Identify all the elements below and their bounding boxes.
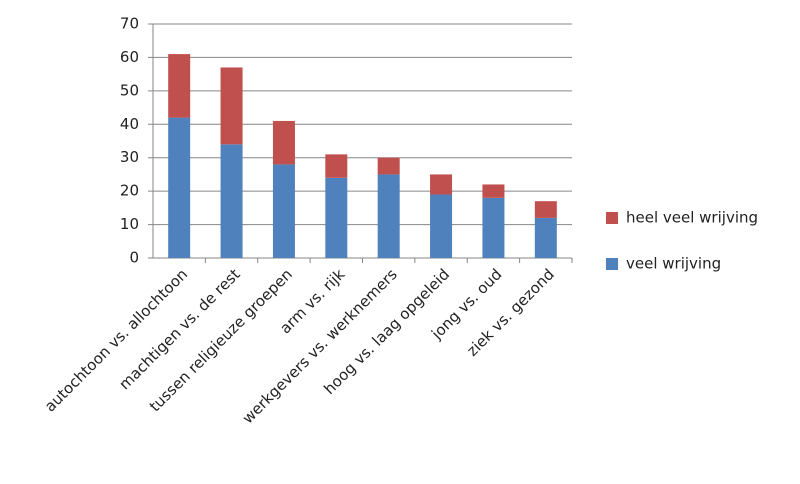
y-tick-label: 10 [120, 215, 139, 233]
bar-segment [377, 157, 400, 175]
bar-segment [482, 184, 505, 198]
bar-segment [272, 120, 295, 165]
y-tick-label: 70 [120, 15, 139, 33]
bar-segment [534, 217, 557, 258]
y-tick-label: 40 [120, 115, 139, 133]
bar-segment [220, 67, 243, 145]
bar-segment [168, 117, 191, 258]
y-tick-label: 60 [120, 48, 139, 66]
legend-label: heel veel wrijving [626, 209, 758, 227]
bar-segment [482, 197, 505, 258]
y-tick-label: 30 [120, 148, 139, 166]
bar-segment [430, 174, 453, 195]
y-tick-label: 20 [120, 182, 139, 200]
bar-segment [430, 194, 453, 258]
bar-segment [220, 144, 243, 258]
legend-swatch [606, 258, 618, 270]
bar-segment [272, 164, 295, 258]
bar-segment [534, 201, 557, 218]
bar-segment [168, 54, 191, 118]
y-tick-label: 50 [120, 81, 139, 99]
bar-segment [325, 177, 348, 258]
bar-segment [377, 174, 400, 258]
legend-label: veel wrijving [626, 255, 721, 273]
y-tick-label: 0 [129, 249, 139, 267]
legend-swatch [606, 212, 618, 224]
bar-segment [325, 154, 348, 178]
